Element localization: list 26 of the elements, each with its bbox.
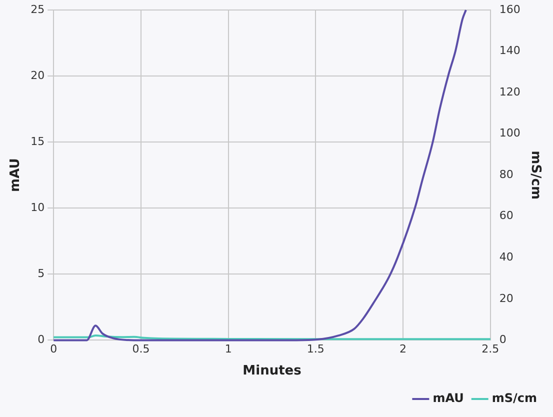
- y-tick-label: 10: [30, 200, 45, 214]
- y2-tick-label: 140: [499, 44, 520, 58]
- y2-tick-label: 160: [499, 2, 520, 16]
- x-tick-label: 1.5: [306, 342, 324, 356]
- y2-axis-title: mS/cm: [528, 150, 543, 200]
- y-tick-label: 20: [30, 68, 45, 82]
- y2-tick-label: 120: [499, 85, 520, 98]
- x-tick-label: 2: [400, 342, 407, 356]
- y-tick-label: 5: [38, 267, 45, 280]
- x-tick-label: 0.5: [132, 342, 150, 356]
- y2-tick-label: 100: [499, 126, 520, 140]
- y-tick-label: 25: [30, 2, 45, 16]
- y-tick-label: 0: [38, 333, 45, 346]
- x-axis-title: Minutes: [242, 364, 302, 379]
- y-axis-title: mAU: [8, 158, 24, 192]
- legend-label: mS/cm: [492, 391, 538, 406]
- y2-tick-label: 40: [499, 250, 514, 264]
- x-tick-label: 1: [224, 342, 232, 356]
- x-tick-label: 2.5: [482, 342, 500, 356]
- legend-label: mAU: [432, 391, 464, 406]
- y-tick-label: 15: [30, 134, 45, 148]
- y2-tick-label: 80: [499, 168, 514, 181]
- y2-tick-label: 0: [499, 333, 506, 346]
- y2-tick-label: 20: [499, 292, 514, 305]
- y2-tick-label: 60: [499, 209, 514, 222]
- x-tick-label: 0: [50, 342, 58, 356]
